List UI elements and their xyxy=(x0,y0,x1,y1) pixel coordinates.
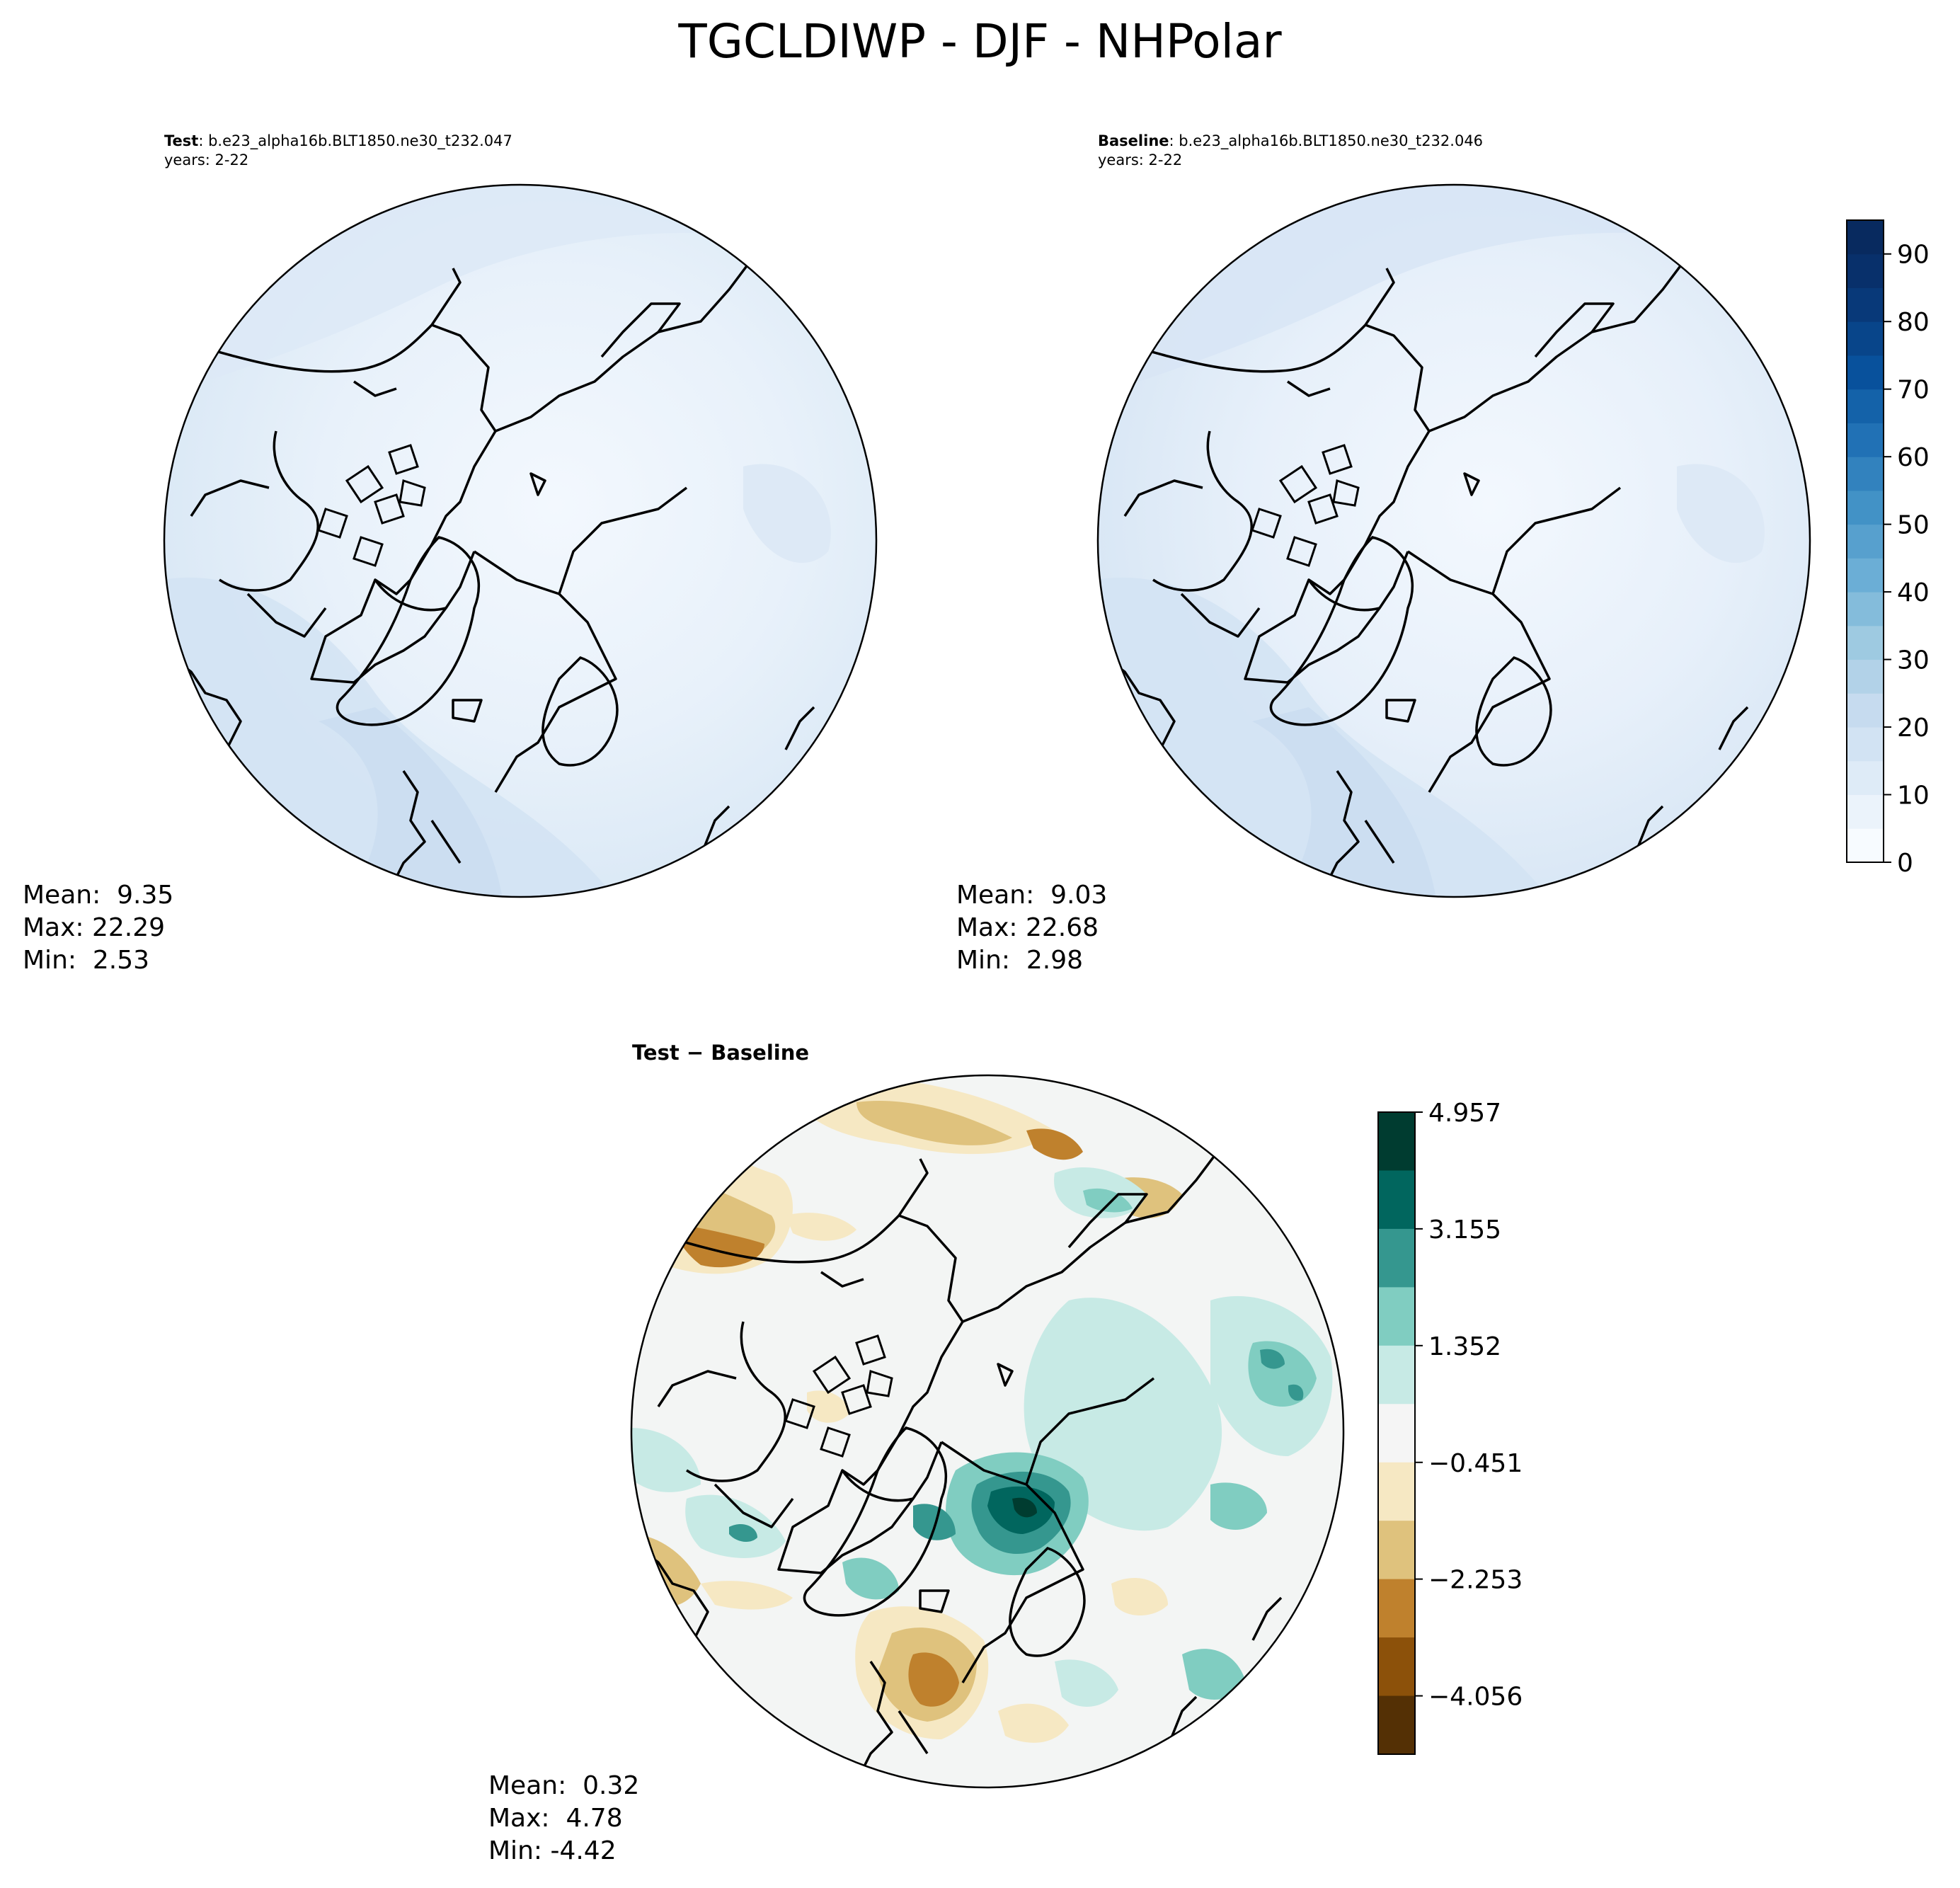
main-colorbar-tick-label: 90 xyxy=(1897,241,1930,270)
diff-colorbar-level-3 xyxy=(1378,1287,1415,1346)
diff-colorbar-level-1 xyxy=(1378,1170,1415,1230)
baseline-min: Min: 2.98 xyxy=(956,946,1084,975)
test-stats: Mean: 9.35 Max: 22.29 Min: 2.53 xyxy=(23,879,173,977)
main-colorbar-tick-label: 50 xyxy=(1897,511,1930,540)
diff-colorbar-tick-label: −4.056 xyxy=(1428,1683,1523,1712)
test-mean: Mean: 9.35 xyxy=(23,881,174,910)
diff-panel-title: Test − Baseline xyxy=(632,1041,810,1065)
main-colorbar-level-0 xyxy=(1847,828,1884,863)
diff-min: Min: -4.42 xyxy=(488,1836,617,1865)
diff-colorbar-level-4 xyxy=(1378,1345,1415,1404)
baseline-years: years: 2-22 xyxy=(1098,151,1183,168)
main-colorbar-level-3 xyxy=(1847,727,1884,762)
baseline-mean: Mean: 9.03 xyxy=(956,881,1108,910)
test-polar-map xyxy=(163,183,878,898)
main-colorbar-tick-label: 10 xyxy=(1897,782,1930,811)
difference-polar-map xyxy=(630,1074,1345,1789)
diff-colorbar-tick-label: 3.155 xyxy=(1428,1215,1501,1245)
main-colorbar-level-7 xyxy=(1847,592,1884,627)
diff-colorbar-tick-label: −2.253 xyxy=(1428,1566,1523,1595)
main-colorbar-level-2 xyxy=(1847,760,1884,796)
difference-colorbar: 4.957 3.155 1.352 −0.451 −2.253 −4.056 xyxy=(1377,1099,1523,1755)
main-colorbar-level-8 xyxy=(1847,558,1884,593)
main-colorbar-level-16 xyxy=(1847,287,1884,322)
baseline-panel-header: Baseline: b.e23_alpha16b.BLT1850.ne30_t2… xyxy=(1098,132,1483,170)
diff-colorbar-tick-label: 1.352 xyxy=(1428,1332,1501,1361)
test-min: Min: 2.53 xyxy=(23,946,150,975)
main-colorbar-tick-label: 80 xyxy=(1897,308,1930,337)
test-max: Max: 22.29 xyxy=(23,913,166,942)
main-colorbar-tick-label: 30 xyxy=(1897,646,1930,675)
main-colorbar-level-1 xyxy=(1847,794,1884,829)
baseline-polar-map xyxy=(1096,183,1811,898)
diff-max: Max: 4.78 xyxy=(488,1804,623,1833)
diff-stats: Mean: 0.32 Max: 4.78 Min: -4.42 xyxy=(488,1770,639,1867)
main-colorbar: 0 10 20 30 40 50 60 70 80 90 xyxy=(1846,219,1930,878)
main-colorbar-level-18 xyxy=(1847,220,1884,255)
diff-colorbar-level-8 xyxy=(1378,1579,1415,1638)
main-colorbar-tick-label: 20 xyxy=(1897,714,1930,743)
main-colorbar-tick-label: 70 xyxy=(1897,376,1930,405)
main-colorbar-frame xyxy=(1846,219,1884,863)
diff-colorbar-level-5 xyxy=(1378,1404,1415,1463)
diff-colorbar-level-10 xyxy=(1378,1695,1415,1755)
diff-colorbar-level-9 xyxy=(1378,1637,1415,1697)
main-colorbar-tick-label: 60 xyxy=(1897,443,1930,472)
main-colorbar-level-5 xyxy=(1847,659,1884,694)
diff-colorbar-frame xyxy=(1377,1111,1416,1755)
baseline-label: Baseline xyxy=(1098,132,1169,149)
diff-colorbar-level-6 xyxy=(1378,1462,1415,1521)
baseline-case-name: : b.e23_alpha16b.BLT1850.ne30_t232.046 xyxy=(1169,132,1484,149)
main-colorbar-level-15 xyxy=(1847,321,1884,356)
diff-colorbar-level-7 xyxy=(1378,1521,1415,1580)
test-case-name: : b.e23_alpha16b.BLT1850.ne30_t232.047 xyxy=(198,132,512,149)
main-colorbar-level-12 xyxy=(1847,423,1884,457)
main-colorbar-level-17 xyxy=(1847,253,1884,288)
baseline-stats: Mean: 9.03 Max: 22.68 Min: 2.98 xyxy=(956,879,1107,977)
test-label: Test xyxy=(164,132,199,149)
main-colorbar-level-6 xyxy=(1847,625,1884,660)
main-colorbar-tick-label: 0 xyxy=(1897,849,1913,878)
main-colorbar-level-11 xyxy=(1847,457,1884,491)
main-colorbar-level-4 xyxy=(1847,693,1884,728)
diff-colorbar-tick-label: −0.451 xyxy=(1428,1449,1523,1478)
main-colorbar-level-10 xyxy=(1847,490,1884,525)
baseline-max: Max: 22.68 xyxy=(956,913,1099,942)
test-panel-header: Test: b.e23_alpha16b.BLT1850.ne30_t232.0… xyxy=(164,132,512,170)
diff-colorbar-level-2 xyxy=(1378,1228,1415,1288)
main-colorbar-level-14 xyxy=(1847,355,1884,390)
main-colorbar-level-9 xyxy=(1847,524,1884,559)
main-colorbar-level-13 xyxy=(1847,389,1884,423)
main-colorbar-tick-label: 40 xyxy=(1897,578,1930,607)
diff-colorbar-tick-label: 4.957 xyxy=(1428,1099,1501,1128)
diff-colorbar-level-0 xyxy=(1378,1112,1415,1171)
test-years: years: 2-22 xyxy=(164,151,249,168)
diff-mean: Mean: 0.32 xyxy=(488,1771,640,1800)
figure-title: TGCLDIWP - DJF - NHPolar xyxy=(678,14,1282,69)
